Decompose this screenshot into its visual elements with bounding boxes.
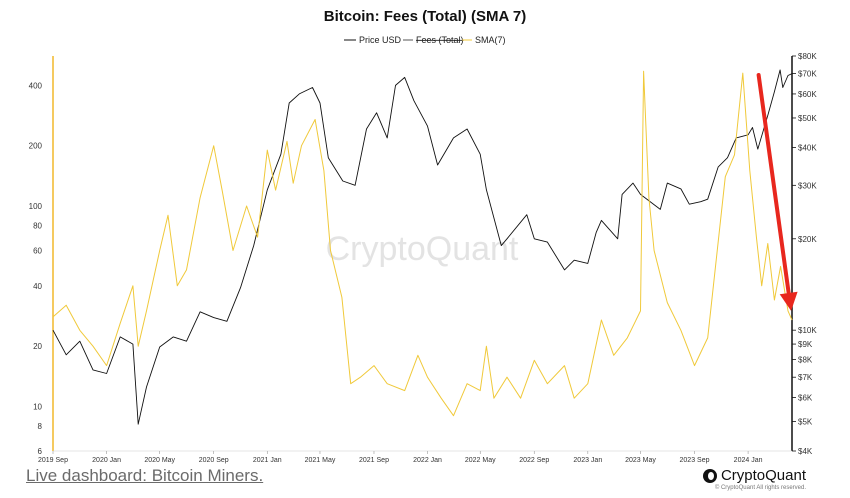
right-tick-label: $9K <box>798 340 813 349</box>
right-tick-label: $10K <box>798 326 817 335</box>
left-tick-label: 80 <box>33 221 42 230</box>
right-tick-label: $80K <box>798 52 817 61</box>
right-tick-label: $6K <box>798 394 813 403</box>
legend-label-price: Price USD <box>359 35 402 45</box>
left-axis-ticks: 6 8 10 20 40 60 80 100 200 400 <box>29 81 43 456</box>
brand-name: CryptoQuant <box>720 467 806 484</box>
left-tick-label: 40 <box>33 282 42 291</box>
x-tick-label: 2019 Sep <box>38 457 68 464</box>
cryptoquant-logo-icon <box>702 468 717 483</box>
right-tick-label: $4K <box>798 447 813 456</box>
right-tick-label: $7K <box>798 373 813 382</box>
x-tick-label: 2022 May <box>465 457 496 464</box>
left-tick-label: 400 <box>29 81 43 90</box>
x-tick-label: 2020 Jan <box>92 457 121 464</box>
legend-label-fees: Fees (Total) <box>416 35 464 45</box>
x-tick-label: 2024 Jan <box>734 457 763 464</box>
left-tick-label: 60 <box>33 246 42 255</box>
x-tick-label: 2023 Sep <box>680 457 710 464</box>
left-tick-label: 20 <box>33 342 42 351</box>
right-tick-label: $70K <box>798 70 817 79</box>
right-tick-label: $20K <box>798 235 817 244</box>
left-tick-label: 100 <box>29 202 43 211</box>
right-tick-label: $8K <box>798 356 813 365</box>
series-line-sma <box>52 70 793 417</box>
legend: Price USD Fees (Total) SMA(7) <box>344 35 506 45</box>
x-tick-label: 2022 Sep <box>519 457 549 464</box>
right-tick-label: $5K <box>798 418 813 427</box>
series-line-price <box>52 69 793 425</box>
x-tick-label: 2020 May <box>144 457 175 464</box>
right-tick-label: $50K <box>798 114 817 123</box>
live-dashboard-link[interactable]: Live dashboard: Bitcoin Miners. <box>26 466 264 485</box>
right-tick-label: $30K <box>798 181 817 190</box>
legend-label-sma: SMA(7) <box>475 35 506 45</box>
x-tick-label: 2023 Jan <box>573 457 602 464</box>
right-tick-label: $60K <box>798 90 817 99</box>
copyright-text: © CryptoQuant All rights reserved. <box>714 485 806 491</box>
trend-arrow-shaft <box>756 73 791 296</box>
x-tick-label: 2020 Sep <box>199 457 229 464</box>
right-tick-label: $40K <box>798 143 817 152</box>
x-tick-label: 2022 Jan <box>413 457 442 464</box>
x-tick-label: 2021 Jan <box>253 457 282 464</box>
left-tick-label: 200 <box>29 142 43 151</box>
left-tick-label: 10 <box>33 403 42 412</box>
series-layer <box>52 69 793 425</box>
right-axis-ticks: $4K $5K $6K $7K $8K $9K $10K $20K $30K $40K $50K $6… <box>792 52 817 456</box>
watermark: CryptoQuant <box>326 230 519 268</box>
left-tick-label: 8 <box>38 422 43 431</box>
x-tick-label: 2021 Sep <box>359 457 389 464</box>
left-tick-label: 6 <box>38 447 43 456</box>
x-tick-label: 2021 May <box>305 457 336 464</box>
brand-logo: CryptoQuant <box>702 467 806 484</box>
x-tick-label: 2023 May <box>625 457 656 464</box>
trend-arrow-head <box>779 291 798 311</box>
x-axis-ticks: 2019 Sep 2020 Jan 2020 May 2020 Sep 2021 Jan… <box>38 451 763 464</box>
annotation-layer <box>756 73 798 311</box>
chart-title: Bitcoin: Fees (Total) (SMA 7) <box>324 8 527 25</box>
